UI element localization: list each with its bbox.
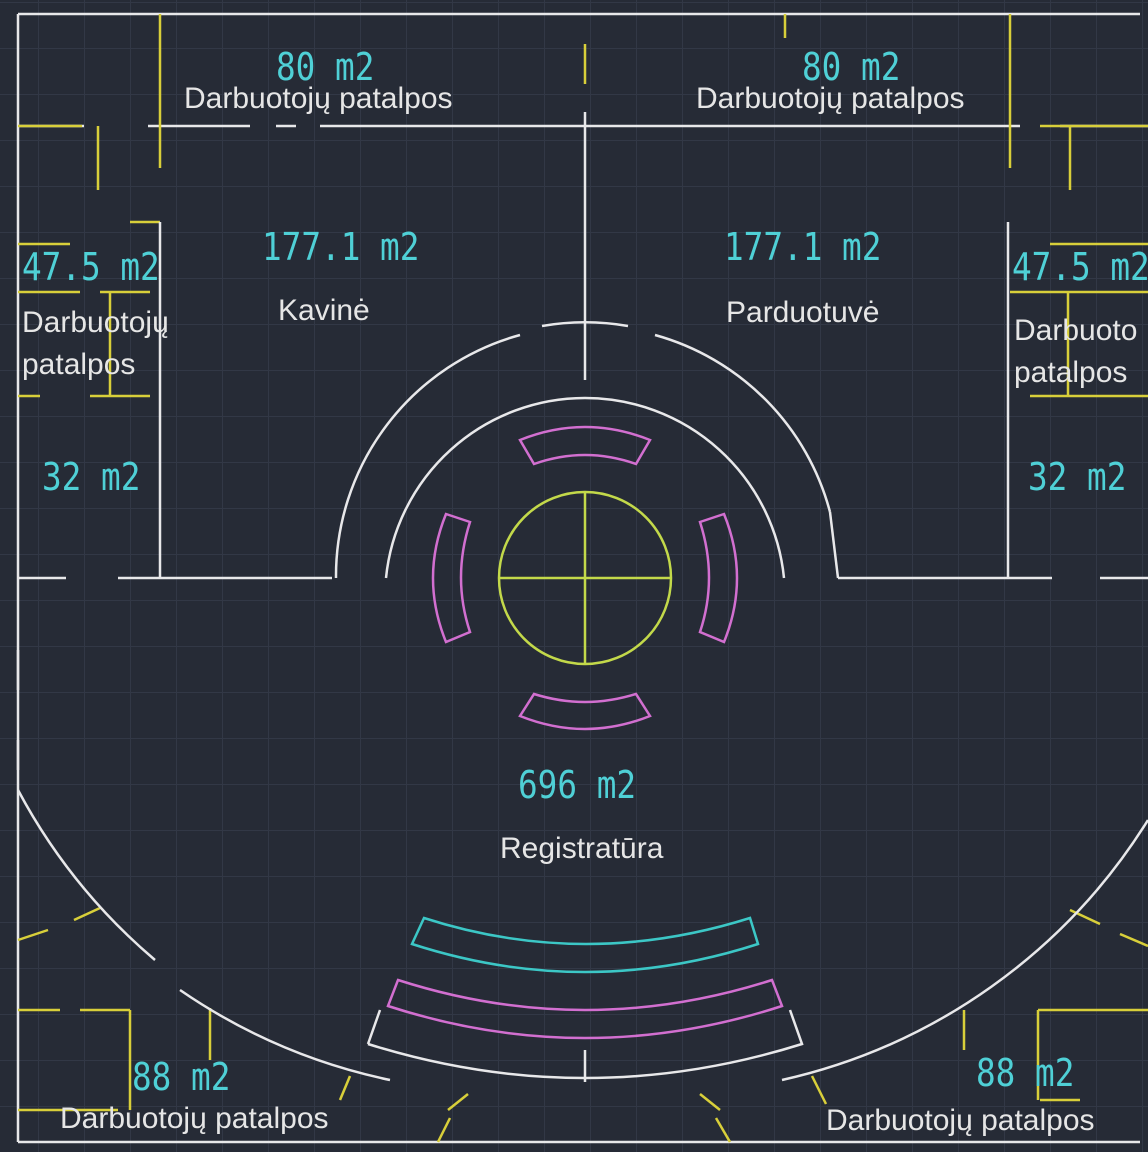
staff-side-right-name-line1: Darbuoto — [1014, 314, 1138, 347]
central-rotunda — [334, 321, 840, 579]
shop-area: 177.1 m2 — [724, 225, 882, 269]
staff-top-right-area: 80 m2 — [802, 45, 901, 89]
cafe-area: 177.1 m2 — [262, 225, 420, 269]
center-fixture — [497, 490, 673, 666]
staff-bottom-left-name: Darbuotojų patalpos — [60, 1102, 329, 1135]
door-marks — [17, 14, 1148, 1143]
seating-ring — [431, 425, 739, 731]
staff-top-left-area: 80 m2 — [276, 45, 375, 89]
staff-side-right-area: 47.5 m2 — [1012, 245, 1148, 289]
small-right-area: 32 m2 — [1028, 455, 1127, 499]
staff-side-right-name-line2: patalpos — [1014, 356, 1128, 389]
staff-bottom-left-area: 88 m2 — [132, 1055, 231, 1099]
staff-side-left-name-line1: Darbuotojų — [22, 306, 169, 339]
staff-bottom-right-area: 88 m2 — [976, 1051, 1075, 1095]
reception-area: 696 m2 — [518, 763, 637, 807]
cafe-name: Kavinė — [278, 294, 370, 327]
staff-top-right-name: Darbuotojų patalpos — [696, 82, 965, 115]
staff-side-left-area: 47.5 m2 — [22, 245, 160, 289]
side-room-walls — [16, 222, 1148, 770]
reception-hall-arc — [16, 789, 1148, 1082]
small-left-area: 32 m2 — [42, 455, 141, 499]
reception-desk — [366, 916, 804, 1082]
reception-name: Registratūra — [500, 832, 664, 865]
staff-bottom-right-name: Darbuotojų patalpos — [826, 1104, 1095, 1137]
staff-side-left-name-line2: patalpos — [22, 348, 136, 381]
staff-top-left-name: Darbuotojų patalpos — [184, 82, 453, 115]
top-staff-walls — [18, 112, 1148, 380]
shop-name: Parduotuvė — [726, 296, 880, 329]
